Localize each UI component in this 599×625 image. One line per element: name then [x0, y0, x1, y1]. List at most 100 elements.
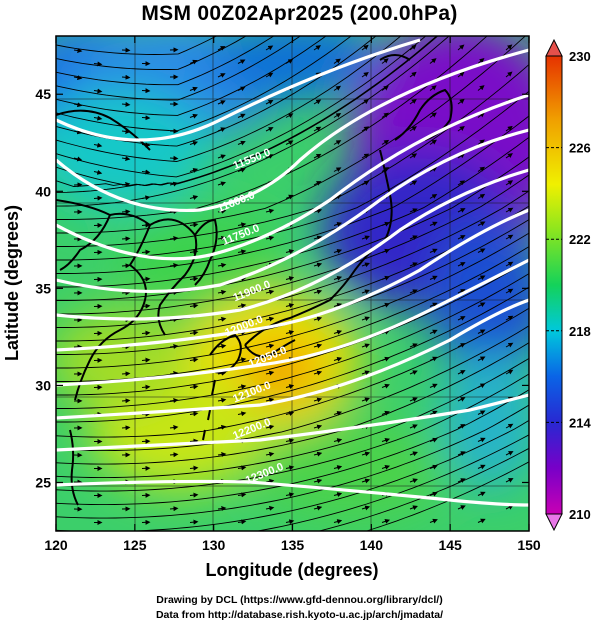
- flow-arrow: [313, 316, 323, 322]
- colorbar-tick-label: 230: [569, 49, 591, 64]
- flow-arrow: [217, 181, 227, 187]
- flow-arrow: [381, 383, 390, 389]
- flow-arrow: [93, 142, 103, 148]
- flow-arrow: [409, 44, 417, 51]
- flow-arrow: [141, 330, 151, 336]
- flow-arrow: [381, 519, 391, 524]
- streamline: [56, 36, 427, 178]
- x-tick-label: 125: [123, 537, 147, 553]
- flow-arrow: [457, 370, 466, 375]
- y-tick-label: 45: [35, 86, 51, 102]
- flow-arrow: [313, 181, 322, 186]
- flow-arrow: [409, 289, 418, 294]
- flow-arrow: [189, 113, 198, 119]
- flow-arrow: [285, 249, 295, 254]
- x-tick-label: 150: [517, 537, 541, 553]
- flow-arrow: [285, 492, 295, 498]
- flow-arrow: [189, 384, 199, 390]
- streamline: [56, 190, 529, 328]
- flow-arrow: [362, 534, 369, 536]
- flow-arrow: [361, 478, 371, 484]
- x-tick-label: 145: [438, 537, 462, 553]
- flow-arrow: [409, 505, 418, 511]
- flow-arrow: [265, 45, 274, 51]
- flow-arrow: [429, 221, 438, 227]
- flow-arrow: [333, 492, 343, 497]
- flow-arrow: [409, 235, 418, 240]
- flow-arrow: [333, 167, 342, 172]
- flow-arrow: [477, 221, 486, 227]
- flow-arrow: [190, 549, 197, 550]
- flow-arrow: [381, 356, 390, 362]
- flow-arrow: [237, 140, 246, 146]
- flow-arrow: [217, 154, 226, 160]
- streamline: [56, 115, 529, 274]
- flow-arrow: [429, 383, 438, 389]
- flow-arrow: [409, 424, 418, 429]
- flow-arrow: [313, 262, 323, 268]
- flow-arrow: [429, 302, 438, 308]
- flow-arrow: [141, 222, 151, 228]
- flow-arrow: [381, 275, 390, 281]
- flow-arrow: [477, 329, 486, 335]
- flow-arrow: [457, 153, 466, 159]
- flow-arrow: [478, 547, 484, 550]
- flow-arrow: [217, 452, 227, 457]
- flow-arrow: [265, 289, 275, 295]
- flow-arrow: [237, 519, 247, 525]
- flow-arrow: [409, 153, 418, 159]
- flow-arrow: [429, 329, 438, 335]
- flow-arrow: [189, 276, 199, 282]
- flow-arrow: [333, 222, 343, 227]
- flow-arrow: [265, 154, 274, 159]
- flow-arrow: [265, 208, 275, 214]
- flow-arrow: [217, 100, 226, 105]
- flow-arrow: [189, 86, 198, 92]
- flow-arrow: [429, 58, 437, 64]
- flow-arrow: [313, 153, 322, 159]
- flow-arrow: [505, 369, 514, 375]
- flow-arrow: [169, 371, 179, 377]
- flow-arrow: [217, 424, 227, 430]
- flow-arrow: [217, 127, 226, 132]
- flow-arrow: [265, 127, 274, 132]
- flow-arrow: [238, 548, 245, 549]
- flow-arrow: [141, 195, 151, 201]
- flow-arrow: [381, 302, 390, 308]
- flow-arrow: [457, 262, 466, 267]
- flow-arrow: [189, 357, 199, 363]
- flow-arrow: [285, 519, 295, 525]
- y-tick-label: 30: [35, 377, 51, 393]
- flow-arrow: [429, 275, 438, 281]
- flow-arrow: [285, 113, 294, 118]
- flow-arrow: [361, 262, 370, 268]
- flow-arrow: [457, 44, 465, 51]
- flow-arrow: [409, 98, 417, 105]
- flow-arrow: [429, 491, 438, 497]
- colorbar-min-arrow: [545, 513, 563, 532]
- flow-arrow: [217, 506, 227, 511]
- streamline: [56, 36, 352, 132]
- flow-arrow: [217, 208, 227, 214]
- flow-arrow: [265, 343, 275, 349]
- flow-arrow: [265, 370, 275, 376]
- flow-arrow: [265, 424, 275, 430]
- flow-arrow: [429, 139, 437, 145]
- temperature-field: [56, 36, 529, 531]
- flow-arrow: [429, 464, 438, 470]
- flow-arrow: [73, 102, 83, 108]
- flow-arrow: [313, 289, 323, 295]
- flow-arrow: [169, 317, 179, 323]
- flow-arrow: [169, 290, 179, 296]
- streamline: [56, 36, 302, 101]
- flow-arrow: [457, 478, 466, 483]
- streamline: [56, 36, 327, 116]
- flow-arrow: [313, 505, 323, 511]
- flow-arrow: [457, 451, 466, 456]
- flow-arrow: [189, 465, 199, 471]
- flow-arrow: [169, 506, 179, 512]
- streamline: [365, 461, 529, 531]
- streamline: [56, 259, 529, 396]
- y-tick-label: 35: [35, 280, 51, 296]
- flow-arrow: [381, 58, 389, 64]
